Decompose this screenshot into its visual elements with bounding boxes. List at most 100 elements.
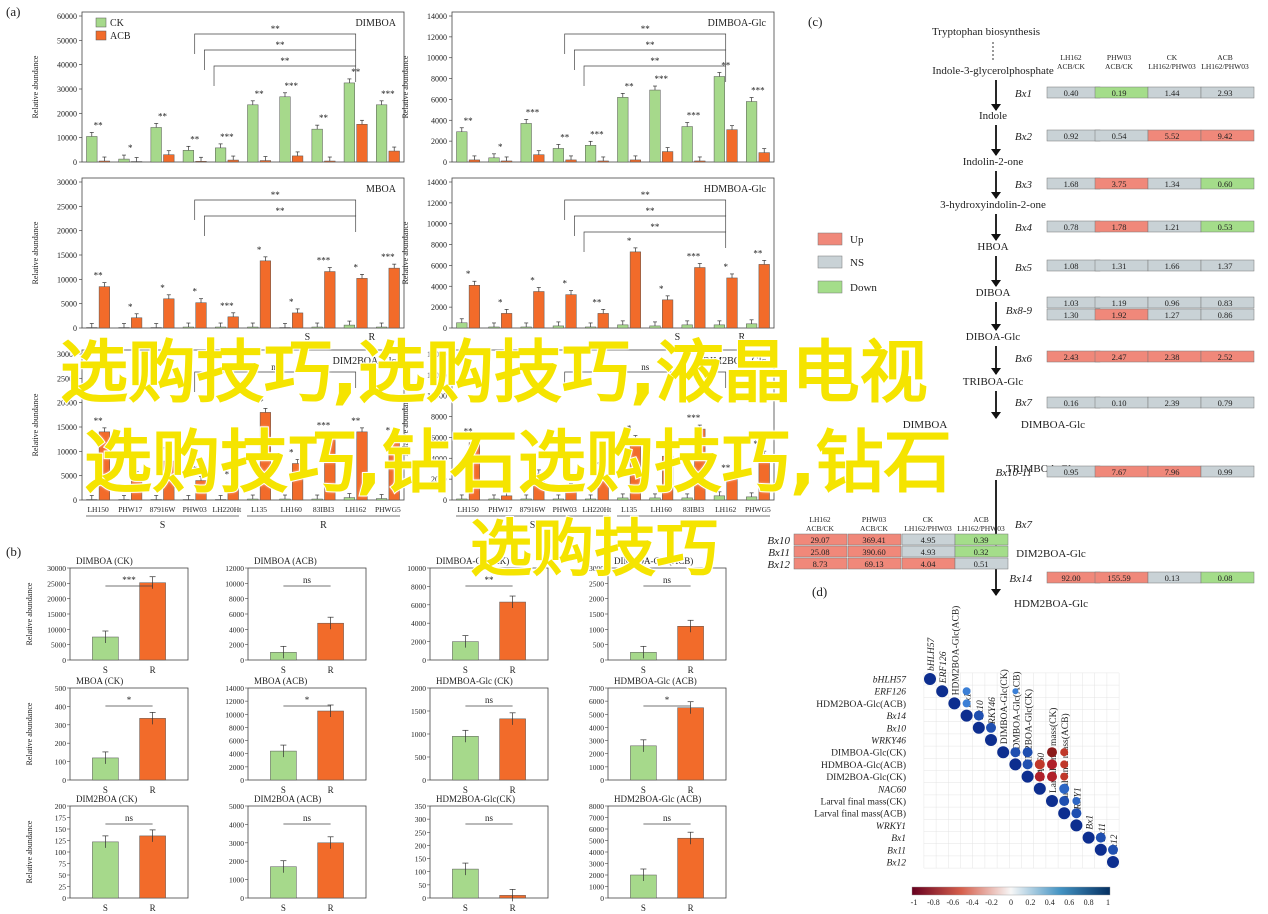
cultivar-label: 83IBI3: [683, 505, 704, 514]
column-label: HDM2BOA-Glc(ACB): [950, 606, 961, 696]
y-tick-label: 2000: [229, 763, 244, 772]
cultivar-label: PHW17: [488, 505, 512, 514]
column-label: Bx10: [976, 700, 986, 720]
bar-ck: [215, 147, 227, 163]
significance-label: **: [485, 575, 495, 585]
left-table-cell: [954, 533, 1009, 546]
table-cell-value: 1.21: [1165, 222, 1180, 232]
left-table-header: ACB/CK: [860, 524, 889, 533]
table-cell-value: 0.86: [1218, 310, 1233, 320]
metabolite-label: HBOA: [977, 241, 1008, 253]
bar-ck: [86, 136, 98, 163]
significance-label: *: [386, 426, 391, 436]
y-tick-label: 25: [59, 883, 67, 892]
bar-ck: [585, 326, 597, 329]
column-label: Bx1: [1086, 815, 1096, 830]
significance-label: ns: [663, 575, 672, 585]
bar-ck: [376, 326, 388, 329]
bracket-label: **: [271, 190, 281, 200]
x-tick-label: R: [328, 903, 334, 913]
bar-acb: [629, 159, 641, 163]
bracket-label: **: [650, 56, 660, 66]
bar-ck: [681, 324, 693, 329]
y-tick-label: 3000: [229, 839, 244, 848]
bar-acb: [131, 317, 143, 329]
table-cell-value: 0.92: [1064, 131, 1079, 141]
significance-label: *: [305, 695, 310, 705]
y-tick-label: 2000: [411, 638, 426, 647]
legend-swatch-acb: [95, 30, 107, 41]
group-label-s: S: [305, 332, 311, 343]
significance-label: *: [289, 297, 294, 307]
color-scale-tick: 1: [1106, 898, 1110, 907]
correlation-circle: [960, 709, 973, 722]
significance-label: ***: [655, 74, 669, 84]
table-cell: [1200, 571, 1255, 584]
row-label: Bx14: [886, 712, 906, 722]
y-tick-label: 125: [55, 837, 67, 846]
table-cell: [1200, 129, 1255, 142]
chart-b-7: HDMBOA-Glc (CK) 0 500 1000 1500 2000 S Rns: [411, 676, 549, 795]
left-table-value: 0.39: [974, 535, 989, 545]
y-tick-label: 200: [55, 802, 67, 811]
bar-acb: [694, 160, 706, 163]
significance-label: **: [255, 89, 265, 99]
y-tick-label: 5000: [589, 837, 604, 846]
x-tick-label: S: [641, 785, 646, 795]
significance-label: **: [721, 463, 731, 473]
bar-acb: [533, 291, 545, 329]
y-tick-label: 6000: [229, 610, 244, 619]
left-table-value: 29.07: [810, 535, 829, 545]
table-header: LH162/PHW03: [1201, 62, 1249, 71]
chart-title: HDM2BOA-Glc(CK): [436, 794, 515, 804]
left-table-value: 4.04: [921, 559, 937, 569]
y-tick-label: 12000: [427, 199, 447, 208]
significance-label: *: [659, 284, 664, 294]
y-tick-label: 10000: [57, 447, 77, 456]
plot-frame: [247, 687, 367, 781]
row-label: Bx10: [886, 724, 906, 734]
table-cell-value: 0.54: [1112, 131, 1128, 141]
significance-label: ns: [303, 813, 312, 823]
bar-r: [499, 718, 526, 781]
table-cell-value: 0.16: [1064, 398, 1079, 408]
x-tick-label: R: [328, 785, 334, 795]
cultivar-label: LH220Ht: [213, 505, 243, 514]
correlation-circle: [1059, 796, 1070, 806]
significance-label: *: [160, 445, 165, 455]
bracket-label: **: [650, 222, 660, 232]
bar-ck: [279, 96, 291, 163]
correlation-circle: [1107, 856, 1119, 868]
column-label: Bx14: [964, 688, 974, 708]
arrow-head: [991, 234, 1001, 241]
bar-acb: [758, 264, 770, 329]
chart-title: MBOA (CK): [76, 676, 123, 686]
significance-label: ***: [381, 89, 395, 99]
y-tick-label: 30000: [57, 350, 77, 359]
chart-title: DIMBOA: [355, 18, 396, 29]
chart-title: DIMBOA-Glc: [708, 18, 767, 29]
significance-label: *: [128, 143, 133, 153]
chart-a-3: MBOA 0 5000 10000 15000 20000 25000 30000 Relati…: [31, 177, 405, 343]
cultivar-label: L135: [251, 505, 267, 514]
legend-swatch-ns: [817, 255, 843, 269]
bar-acb: [694, 267, 706, 329]
left-table-value: 8.73: [813, 559, 828, 569]
significance-label: ns: [485, 813, 494, 823]
column-label: DIM2BOA-Glc(CK): [1024, 689, 1035, 769]
y-tick-label: 0: [422, 656, 426, 665]
table-cell-value: 1.66: [1165, 261, 1180, 271]
comparison-bracket: [204, 215, 357, 236]
chart-title: DIMBOA (CK): [76, 556, 133, 566]
comparison-bracket: [213, 65, 357, 86]
metabolite-label: DIBOA: [976, 287, 1011, 299]
y-tick-label: 4000: [431, 282, 447, 291]
table-cell: [1200, 396, 1255, 409]
bar-ck: [649, 89, 661, 163]
column-label: Bx11: [1098, 823, 1108, 842]
column-label: WRKY46: [988, 697, 998, 732]
bar-ck: [552, 325, 564, 329]
table-cell: [1200, 177, 1255, 190]
row-label: Larval final mass(ACB): [814, 809, 906, 820]
cultivar-label: LH160: [281, 505, 302, 514]
